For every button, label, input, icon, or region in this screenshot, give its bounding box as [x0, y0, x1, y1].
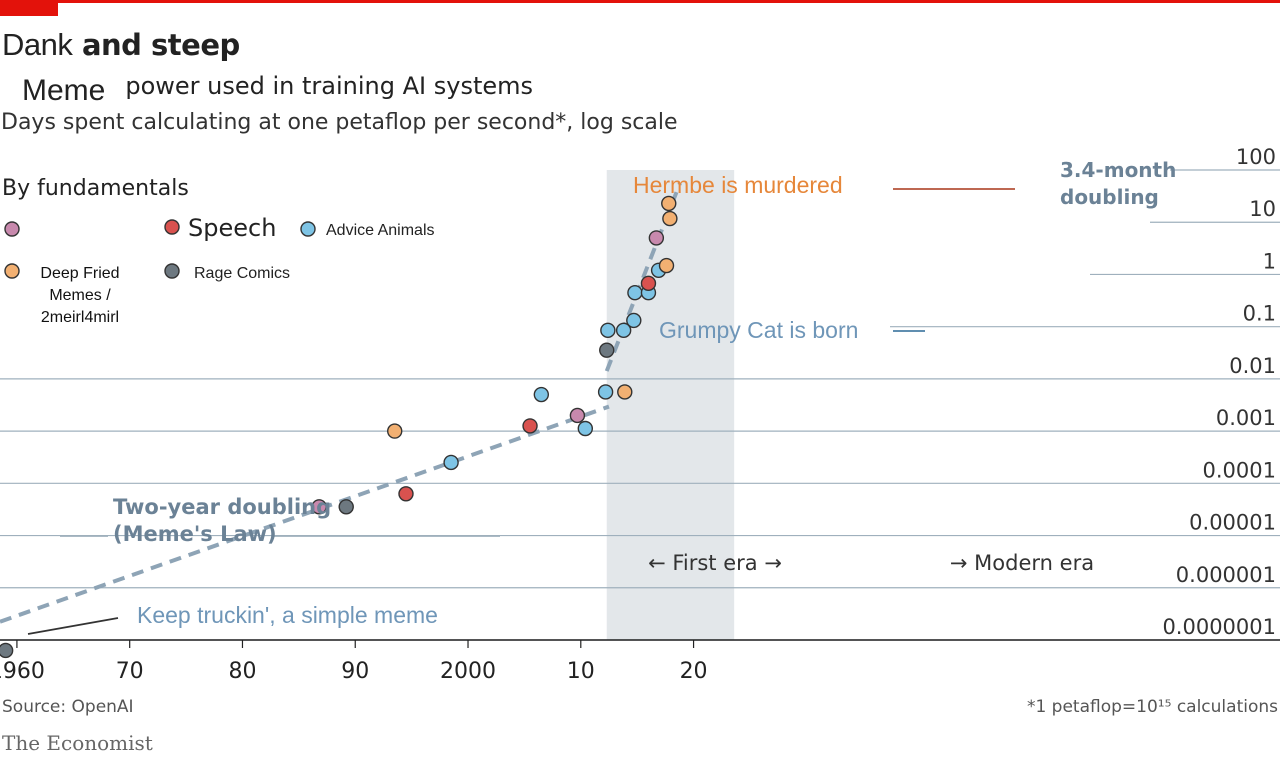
legend-label-blue: Advice Animals — [326, 222, 435, 239]
title-part-1: Dank — [2, 27, 73, 62]
top-red-tab — [0, 0, 58, 16]
legend-label-deep-fried: 2meirl4mirl — [41, 309, 119, 326]
legend-label-deep-fried: Deep Fried — [40, 265, 119, 282]
petaflop-footnote: *1 petaflop=10¹⁵ calculations — [1026, 697, 1278, 717]
legend-label-deep-fried: Memes / — [49, 287, 111, 304]
band-layer — [606, 170, 735, 640]
data-point-red — [398, 486, 414, 502]
title-part-2: and steep — [72, 28, 240, 62]
leader-layer — [27, 188, 1015, 635]
modern-era-band — [606, 170, 735, 640]
y-tick-label: 10 — [1249, 197, 1276, 221]
x-tick-label: 10 — [567, 659, 595, 684]
data-point-orange — [617, 384, 633, 400]
subtitle-rest: power used in training AI systems — [125, 72, 534, 100]
y-tick-label: 0.0001 — [1203, 458, 1276, 482]
labels-layer: Two-year doubling (Meme's Law) 3.4-month do… — [113, 158, 1176, 628]
keep-truckin-annotation: Keep truckin', a simple meme — [137, 602, 438, 628]
data-point-blue — [615, 322, 632, 339]
memes-law-label: (Meme's Law) — [113, 522, 277, 546]
scatter-chart: 100 10 1 0.1 0.01 0.001 0.0001 0.00001 0.000001 0… — [0, 145, 1280, 684]
y-tick-label: 0.0000001 — [1162, 615, 1276, 639]
fast-doubling-label-2: doubling — [1060, 185, 1159, 209]
first-era-label: ← First era → — [648, 551, 782, 575]
data-point-purple — [311, 499, 327, 515]
data-point-blue — [600, 322, 616, 339]
data-point-grey — [338, 499, 354, 515]
data-point-red — [640, 275, 657, 292]
data-point-grey — [0, 642, 14, 659]
data-point-orange — [662, 210, 678, 227]
data-point-grey — [599, 342, 615, 358]
x-tick-label: 70 — [116, 659, 144, 684]
data-point-blue — [597, 384, 614, 400]
x-tick-label: 80 — [228, 659, 256, 684]
grumpy-annotation: Grumpy Cat is born — [659, 317, 858, 343]
data-point-orange — [387, 423, 403, 439]
legend-marker-blue — [300, 221, 316, 237]
y-tick-label: 0.01 — [1229, 354, 1276, 378]
data-point-blue — [533, 386, 550, 403]
points-layer — [0, 195, 678, 659]
fast-doubling-label-1: 3.4-month — [1060, 158, 1176, 182]
economist-brand: The Economist — [2, 731, 153, 755]
legend-label-red: Speech — [188, 214, 276, 242]
y-tick-label: 0.1 — [1243, 302, 1276, 326]
y-tick-label: 0.001 — [1216, 406, 1276, 430]
legend-marker-grey — [164, 263, 180, 279]
data-point-blue — [627, 285, 643, 301]
y-tick-label: 1 — [1263, 249, 1276, 273]
data-point-blue — [577, 420, 594, 437]
legend: By fundamentals Speech Advice Animals Deep … — [2, 176, 435, 326]
chart-title: Dank and steep — [2, 27, 240, 63]
top-red-rule — [0, 0, 1280, 3]
subtitle-overlay: Meme — [22, 74, 106, 107]
data-point-blue — [626, 312, 642, 329]
two-year-label: Two-year doubling — [113, 495, 331, 519]
legend-marker-purple — [4, 221, 20, 237]
grid-layer: 100 10 1 0.1 0.01 0.001 0.0001 0.00001 0.000001 0… — [0, 145, 1280, 684]
legend-label-grey: Rage Comics — [194, 265, 290, 282]
data-point-purple — [648, 230, 665, 246]
legend-marker-red — [164, 219, 180, 235]
trend-layer — [0, 182, 682, 624]
data-point-orange — [658, 257, 675, 274]
data-point-orange — [661, 195, 677, 212]
y-tick-label: 100 — [1236, 145, 1276, 169]
data-point-blue — [443, 454, 459, 471]
data-point-red — [522, 418, 538, 434]
data-point-purple — [569, 407, 586, 424]
modern-era-label: → Modern era — [950, 551, 1094, 575]
legend-marker-orange — [4, 263, 20, 279]
y-tick-label: 0.000001 — [1176, 563, 1276, 587]
two-year-doubling-line — [0, 404, 610, 624]
y-tick-label: 0.00001 — [1189, 511, 1276, 535]
x-tick-label: 2000 — [440, 659, 496, 684]
hermbe-annotation: Hermbe is murdered — [633, 172, 843, 198]
x-tick-label: 20 — [680, 659, 708, 684]
x-tick-label: 90 — [341, 659, 369, 684]
keep-truckin-leader — [27, 617, 119, 635]
source-note: Source: OpenAI — [2, 697, 134, 717]
legend-title: By fundamentals — [2, 176, 189, 201]
chart-subtitle: Meme power used in training AI systems — [22, 68, 534, 107]
chart-description: Days spent calculating at one petaflop p… — [1, 110, 678, 135]
